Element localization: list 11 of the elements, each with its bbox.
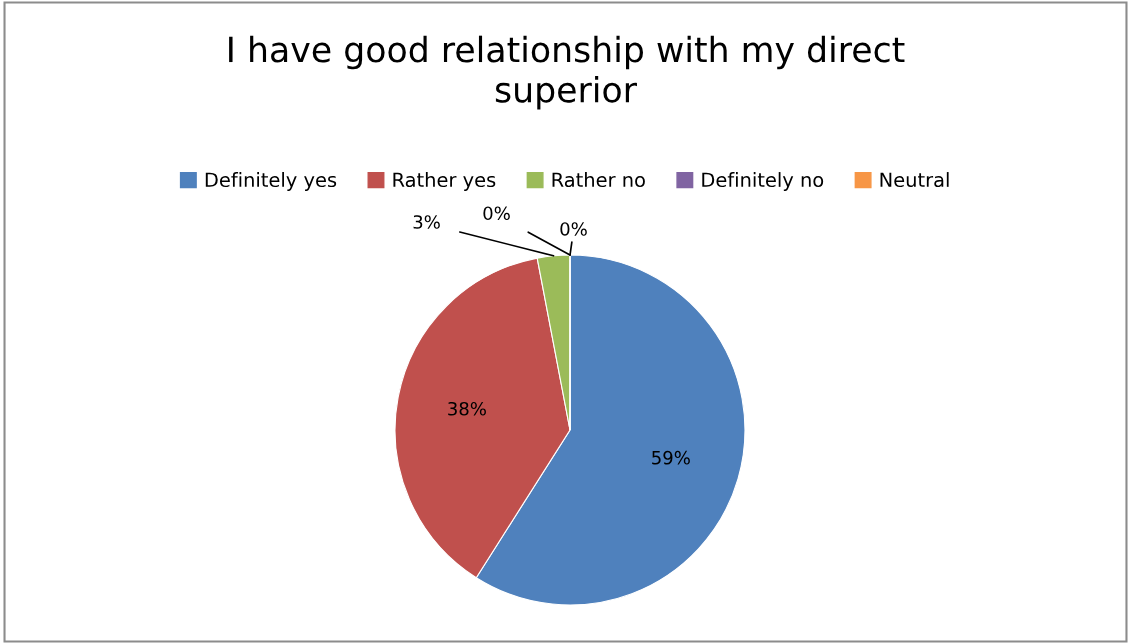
data-label: 59%	[652, 450, 690, 465]
chart-title: I have good relationship with my direct superior	[229, 35, 905, 110]
data-label: 38%	[448, 401, 486, 416]
legend-label: Definitely no	[702, 172, 824, 191]
data-label: 3%	[413, 215, 440, 229]
text: 0%	[560, 222, 587, 236]
legend-label: Rather yes	[393, 172, 496, 191]
legend-label: Definitely yes	[205, 172, 337, 191]
legend-label: Rather no	[552, 172, 645, 188]
text: 0%	[483, 206, 510, 221]
legend-label: Neutral	[880, 172, 949, 188]
